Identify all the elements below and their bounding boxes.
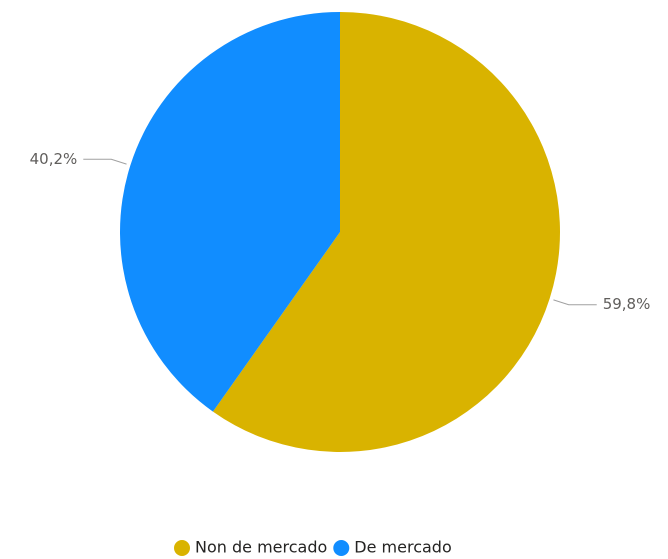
- leader-line: [83, 158, 127, 165]
- legend-marker: [333, 540, 350, 556]
- leader-line: [553, 299, 597, 306]
- legend-label: De mercado: [354, 538, 451, 557]
- data-label: 40,2%: [30, 150, 78, 168]
- legend-marker: [174, 540, 190, 556]
- pie-slice: [212, 12, 560, 452]
- data-label: 59,8%: [603, 295, 651, 313]
- legend-label: Non de mercado: [195, 538, 327, 557]
- pie-slice: [119, 12, 340, 412]
